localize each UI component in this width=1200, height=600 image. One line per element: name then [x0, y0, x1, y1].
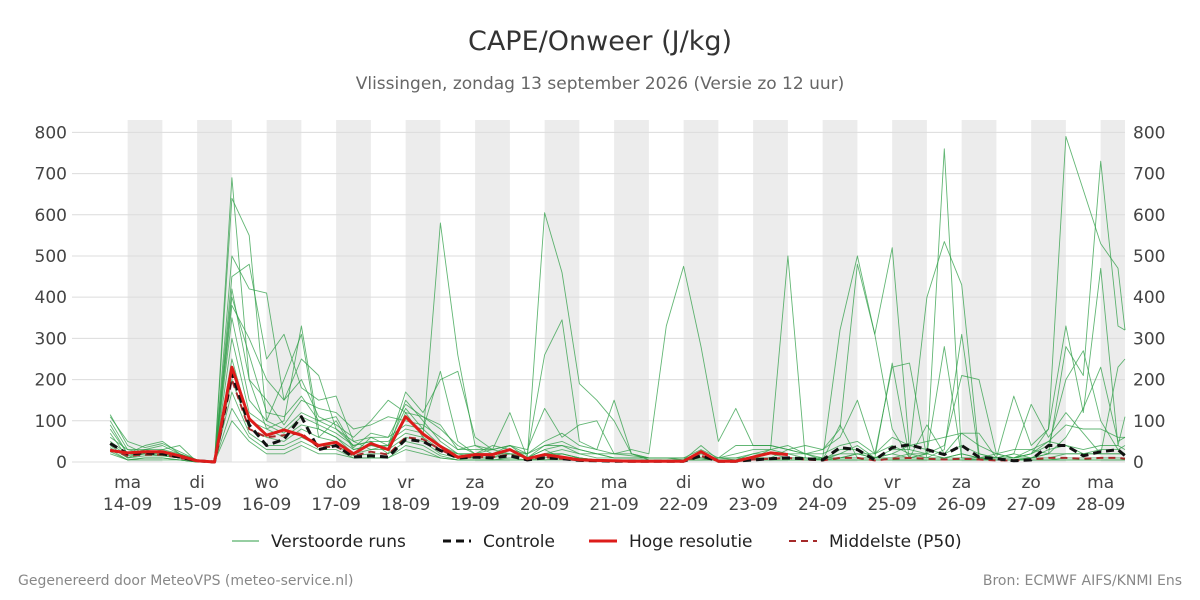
- x-tick-day-4: vr: [397, 473, 414, 493]
- y-tick-left-100: 100: [35, 412, 67, 432]
- legend-label-hires: Hoge resolutie: [629, 532, 753, 552]
- y-tick-right-200: 200: [1133, 371, 1165, 391]
- y-tick-left-400: 400: [35, 288, 67, 308]
- x-tick-day-2: wo: [254, 473, 278, 493]
- x-tick-day-3: do: [326, 473, 347, 493]
- y-axis-right: 0 100 200 300 400 500 600 700 800: [1133, 123, 1165, 473]
- x-tick-date-9: 23-09: [728, 495, 777, 515]
- x-tick-date-0: 14-09: [103, 495, 152, 515]
- day-band-13: [1031, 120, 1066, 462]
- day-band-8: [683, 120, 719, 462]
- x-tick-day-6: zo: [535, 473, 554, 493]
- day-band-6: [544, 120, 580, 462]
- x-tick-date-7: 21-09: [589, 495, 638, 515]
- y-tick-right-100: 100: [1133, 412, 1165, 432]
- x-tick-day-1: di: [189, 473, 205, 493]
- y-tick-left-800: 800: [35, 123, 67, 143]
- legend-label-control: Controle: [483, 532, 555, 552]
- x-tick-date-2: 16-09: [242, 495, 291, 515]
- x-tick-date-12: 26-09: [937, 495, 986, 515]
- legend-label-ensemble: Verstoorde runs: [271, 532, 406, 552]
- day-band-14: [1100, 120, 1125, 462]
- y-tick-left-500: 500: [35, 247, 67, 267]
- x-tick-date-1: 15-09: [172, 495, 221, 515]
- x-tick-day-9: wo: [741, 473, 765, 493]
- y-tick-left-200: 200: [35, 371, 67, 391]
- y-tick-right-300: 300: [1133, 329, 1165, 349]
- day-band-12: [961, 120, 997, 462]
- ensemble-member-line-9: [109, 379, 1125, 463]
- x-tick-date-8: 22-09: [659, 495, 708, 515]
- day-band-7: [614, 120, 649, 462]
- x-tick-date-14: 28-09: [1076, 495, 1125, 515]
- x-tick-day-5: za: [465, 473, 484, 493]
- ensemble-member-line-4: [109, 136, 1126, 463]
- day-band-10: [822, 120, 858, 462]
- x-tick-day-0: ma: [114, 473, 141, 493]
- y-tick-left-300: 300: [35, 329, 67, 349]
- x-tick-date-3: 17-09: [311, 495, 360, 515]
- x-tick-day-12: za: [952, 473, 971, 493]
- x-tick-day-10: do: [812, 473, 833, 493]
- y-tick-right-700: 700: [1133, 165, 1165, 185]
- ensemble-member-line-12: [109, 296, 1125, 463]
- day-band-2: [266, 120, 302, 462]
- x-tick-date-11: 25-09: [867, 495, 916, 515]
- y-tick-right-400: 400: [1133, 288, 1165, 308]
- series-line-controle: [109, 371, 1126, 464]
- y-tick-right-600: 600: [1133, 206, 1165, 226]
- y-tick-left-600: 600: [35, 206, 67, 226]
- day-band-5: [475, 120, 510, 462]
- legend: Verstoorde runs Controle Hoge resolutie …: [232, 532, 962, 552]
- x-tick-day-14: ma: [1087, 473, 1114, 493]
- ensemble-member-line-6: [109, 317, 1126, 463]
- day-band-11: [892, 120, 927, 462]
- x-tick-day-8: di: [676, 473, 692, 493]
- y-tick-right-800: 800: [1133, 123, 1165, 143]
- x-tick-date-6: 20-09: [520, 495, 569, 515]
- day-band-0: [127, 120, 163, 462]
- x-tick-date-5: 19-09: [450, 495, 499, 515]
- x-tick-date-13: 27-09: [1006, 495, 1055, 515]
- legend-label-median: Middelste (P50): [829, 532, 962, 552]
- x-tick-date-4: 18-09: [381, 495, 430, 515]
- y-tick-left-0: 0: [56, 453, 67, 473]
- y-tick-right-0: 0: [1133, 453, 1144, 473]
- chart-subtitle: Vlissingen, zondag 13 september 2026 (Ve…: [356, 74, 845, 94]
- chart-title: CAPE/Onweer (J/kg): [468, 26, 732, 57]
- day-band-1: [197, 120, 232, 462]
- day-band-3: [336, 120, 371, 462]
- x-tick-day-7: ma: [601, 473, 628, 493]
- x-axis: ma14-09di15-09wo16-09do17-09vr18-09za19-…: [103, 473, 1125, 515]
- footer-generator: Gegenereerd door MeteoVPS (meteo-service…: [18, 573, 353, 589]
- day-shading: [127, 120, 1125, 462]
- x-tick-date-10: 24-09: [798, 495, 847, 515]
- ensemble-member-line-3: [109, 212, 1126, 463]
- x-tick-day-11: vr: [884, 473, 901, 493]
- x-tick-day-13: zo: [1022, 473, 1041, 493]
- footer-source: Bron: ECMWF AIFS/KNMI Ens: [983, 573, 1182, 589]
- y-tick-left-700: 700: [35, 165, 67, 185]
- y-axis-left: 0 100 200 300 400 500 600 700 800: [35, 123, 67, 473]
- day-band-9: [753, 120, 788, 462]
- main-series-lines: [109, 365, 1126, 464]
- series-line-hoge-resolutie: [109, 365, 789, 464]
- y-tick-right-500: 500: [1133, 247, 1165, 267]
